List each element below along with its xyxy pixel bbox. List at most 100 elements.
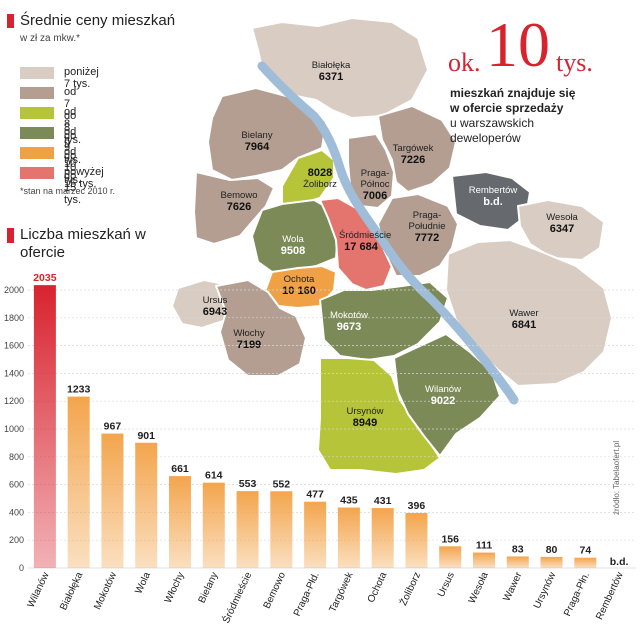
category-label: Ursynów	[532, 570, 559, 611]
district-label: Rembertów b.d.	[458, 185, 528, 208]
district-value: 10 160	[282, 285, 316, 297]
vistula-river	[257, 61, 519, 405]
district-name: Białołęka	[311, 60, 351, 71]
district-name: Praga-Północ	[360, 168, 390, 190]
bar-value-label: 553	[239, 478, 257, 490]
district-name: Wesoła	[546, 212, 578, 223]
district-label: Targówek 7226	[378, 143, 448, 166]
district-value: 9673	[336, 321, 362, 333]
district-label: Ursus 6943	[180, 295, 250, 318]
category-label: Rembertów	[594, 570, 626, 622]
headline-line1: mieszkań znajduje się	[450, 86, 576, 100]
source-note: źródło: Tabelaofert.pl	[612, 440, 621, 515]
legend-swatch	[20, 87, 54, 99]
category-label: Śródmieście	[219, 569, 254, 625]
district-label: Ochota 10 160	[264, 274, 334, 297]
bar-value-label: 74	[579, 545, 591, 557]
district-value: 6841	[511, 319, 537, 331]
district-wesola	[517, 199, 605, 261]
district-name: Wola	[282, 234, 304, 245]
category-label: Bielany	[197, 571, 221, 605]
district-wola	[251, 199, 339, 273]
district-label: Włochy 7199	[214, 328, 284, 351]
y-tick-label: 800	[9, 452, 24, 462]
legend-label: poniżej 7 tys.	[64, 66, 99, 90]
district-name: Mokotów	[329, 310, 368, 321]
y-tick-label: 200	[9, 535, 24, 545]
district-value: 8028	[307, 167, 333, 179]
district-label: Wilanów 9022	[408, 384, 478, 407]
legend-swatch	[20, 107, 54, 119]
district-label: Praga-Północ 7006	[340, 168, 410, 202]
bar-value-label: 396	[408, 500, 426, 512]
district-label: Wola 9508	[258, 234, 328, 257]
bar-value-label: 901	[137, 430, 155, 442]
district-wilanow	[393, 333, 501, 457]
district-value: 6371	[318, 71, 344, 83]
headline-ok: ok.	[448, 48, 481, 77]
district-label: Praga-Południe 7772	[392, 210, 462, 244]
category-label: Białołęka	[58, 570, 85, 612]
bar	[337, 507, 360, 568]
chart-title: Liczba mieszkań w ofercie	[20, 226, 146, 261]
bar	[33, 285, 56, 568]
district-name: Ursynów	[346, 406, 384, 417]
district-value: 6347	[549, 223, 575, 235]
district-value: 9508	[280, 245, 306, 257]
bar	[473, 552, 495, 568]
district-zoliborz	[281, 149, 335, 207]
district-name: Ochota	[283, 274, 315, 285]
bar-value-label: 1233	[67, 384, 91, 396]
headline-line2: w ofercie sprzedaży	[450, 101, 564, 115]
bar	[135, 442, 158, 568]
category-label: Praga-Płd.	[292, 571, 322, 618]
bar-value-label: 431	[374, 495, 392, 507]
bar	[101, 433, 124, 568]
bar-value-label: 614	[205, 470, 223, 482]
district-name: Targówek	[392, 143, 434, 154]
y-tick-label: 1800	[4, 313, 24, 323]
y-tick-label: 1200	[4, 396, 24, 406]
category-label: Wesoła	[467, 570, 491, 605]
category-label: Wola	[133, 570, 153, 596]
legend-swatch	[20, 127, 54, 139]
category-label: Praga-Płn.	[562, 571, 592, 618]
bar	[405, 512, 428, 568]
district-value: 9022	[430, 395, 456, 407]
bar	[202, 482, 225, 568]
district-praga-polnoc	[347, 133, 395, 209]
district-value: 7964	[244, 141, 270, 153]
legend-label: od 7 do 8 tys.	[64, 86, 82, 146]
headline-line4: deweloperów	[450, 131, 521, 145]
y-tick-label: 1600	[4, 341, 24, 351]
district-value: 6943	[202, 306, 228, 318]
district-name: Żoliborz	[303, 179, 337, 190]
district-wlochy	[215, 279, 307, 377]
bar-value-label: 477	[306, 489, 324, 501]
legend-label: powyżej 15 tys.	[64, 166, 104, 190]
y-tick-label: 1400	[4, 368, 24, 378]
district-name: Bielany	[241, 130, 273, 141]
bar	[506, 556, 529, 568]
legend-swatch	[20, 147, 54, 159]
legend-label: od 10 do 15 tys.	[64, 146, 82, 206]
bar-value-label: 156	[441, 533, 459, 545]
district-targowek	[377, 105, 457, 193]
chart-title-marker	[7, 228, 14, 243]
bar-value-label: 111	[476, 540, 493, 552]
category-label: Ochota	[366, 570, 390, 604]
district-value: 7199	[236, 339, 262, 351]
district-value: b.d.	[483, 196, 503, 208]
bar	[574, 557, 597, 568]
y-tick-label: 0	[19, 563, 24, 573]
category-label: Wawer	[502, 570, 525, 603]
district-value: 8949	[352, 417, 378, 429]
bar	[304, 501, 327, 568]
district-label: Śródmieście 17 684	[326, 230, 396, 253]
category-label: Włochy	[163, 571, 187, 605]
category-label: Bemowo	[262, 570, 289, 610]
y-tick-label: 2000	[4, 285, 24, 295]
category-label: Ursus	[436, 571, 457, 599]
